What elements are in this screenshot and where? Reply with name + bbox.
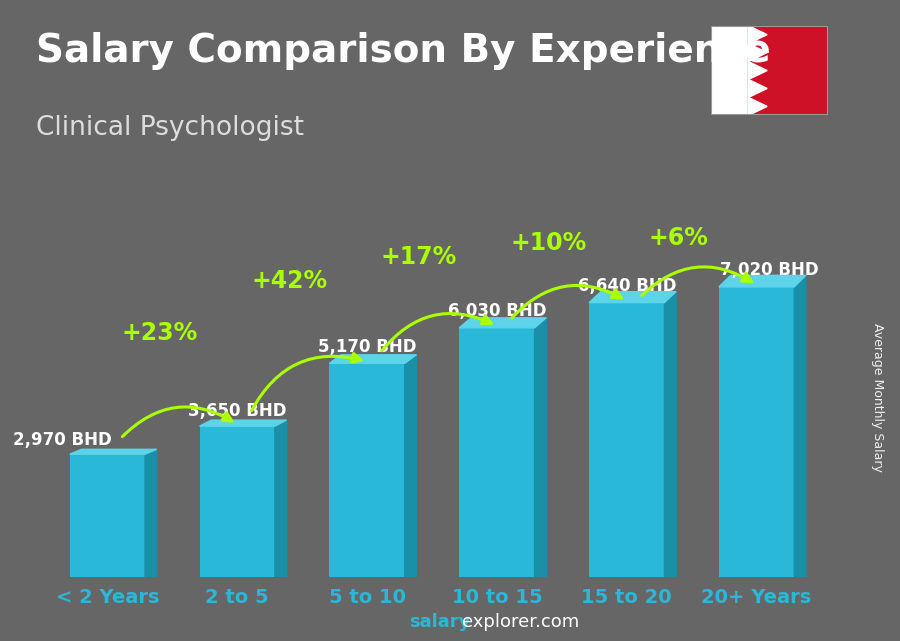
Polygon shape — [749, 44, 767, 62]
Text: Clinical Psychologist: Clinical Psychologist — [36, 115, 304, 142]
Bar — [459, 328, 535, 577]
Polygon shape — [329, 354, 417, 363]
Text: 5,170 BHD: 5,170 BHD — [318, 338, 417, 356]
Polygon shape — [749, 62, 767, 79]
Bar — [70, 454, 145, 577]
Polygon shape — [749, 26, 767, 44]
Bar — [711, 26, 749, 115]
Text: +17%: +17% — [381, 245, 457, 269]
Bar — [329, 363, 405, 577]
Text: explorer.com: explorer.com — [462, 613, 579, 631]
Text: 3,650 BHD: 3,650 BHD — [188, 402, 286, 420]
Text: +6%: +6% — [649, 226, 708, 250]
Bar — [749, 26, 828, 115]
Text: +42%: +42% — [251, 269, 328, 293]
Polygon shape — [70, 449, 157, 454]
Text: 2,970 BHD: 2,970 BHD — [13, 431, 112, 449]
Bar — [719, 287, 794, 577]
Bar — [590, 303, 664, 577]
Bar — [200, 426, 274, 577]
Text: 6,640 BHD: 6,640 BHD — [578, 277, 676, 295]
Polygon shape — [719, 276, 806, 287]
Text: +23%: +23% — [122, 321, 197, 345]
Polygon shape — [459, 318, 546, 328]
Polygon shape — [274, 420, 286, 577]
Polygon shape — [664, 292, 676, 577]
Text: 6,030 BHD: 6,030 BHD — [447, 303, 546, 320]
Text: 7,020 BHD: 7,020 BHD — [720, 261, 819, 279]
Text: +10%: +10% — [510, 231, 587, 254]
Polygon shape — [145, 449, 157, 577]
Polygon shape — [749, 97, 767, 115]
Text: salary: salary — [410, 613, 471, 631]
Polygon shape — [535, 318, 546, 577]
Polygon shape — [590, 292, 676, 303]
Polygon shape — [794, 276, 806, 577]
Text: Salary Comparison By Experience: Salary Comparison By Experience — [36, 32, 770, 70]
Polygon shape — [405, 354, 417, 577]
Polygon shape — [200, 420, 286, 426]
Polygon shape — [749, 79, 767, 97]
Text: Average Monthly Salary: Average Monthly Salary — [871, 323, 884, 472]
